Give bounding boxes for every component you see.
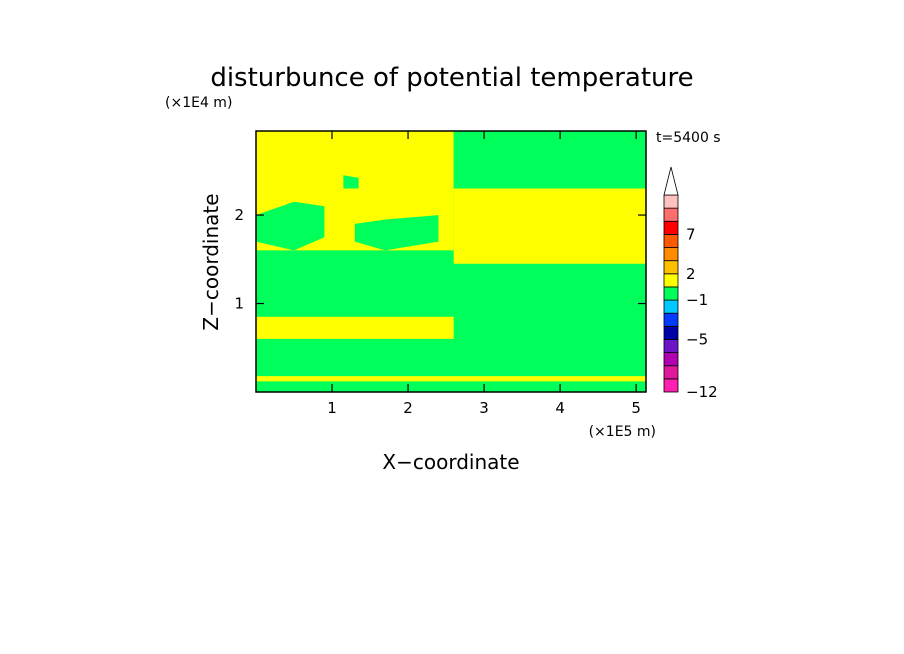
colorbar-level	[663, 286, 679, 301]
y-axis-label: Z−coordinate	[199, 193, 223, 330]
colorbar-level	[663, 273, 679, 288]
colorbar-level	[663, 260, 679, 275]
colorbar-level	[663, 352, 679, 367]
colorbar-level	[663, 233, 679, 248]
y-tick-label: 1	[234, 295, 244, 313]
colorbar-tick-label: −1	[686, 291, 708, 309]
colorbar-level	[663, 378, 679, 393]
contour-region-1	[453, 188, 646, 264]
colorbar-tick-label: −12	[686, 383, 718, 401]
plot-frame	[255, 130, 647, 393]
y-tick-label: 2	[234, 206, 244, 224]
contour-region-2	[256, 316, 454, 339]
y-axis: 12	[234, 206, 646, 313]
x-scale-label: (×1E5 m)	[589, 424, 656, 440]
contour-region-4	[256, 201, 325, 251]
contour-field	[256, 131, 646, 392]
colorbar-level	[663, 299, 679, 314]
colorbar-level	[663, 247, 679, 262]
colorbar-tick-label: 2	[686, 265, 696, 283]
x-tick-label: 1	[327, 399, 337, 417]
colorbar-level	[663, 207, 679, 222]
colorbar-level	[663, 365, 679, 380]
colorbar-level	[663, 220, 679, 235]
contour-region-8	[453, 131, 646, 189]
time-label: t=5400 s	[656, 130, 721, 146]
x-tick-label: 5	[631, 399, 641, 417]
contour-region-5	[354, 215, 439, 251]
x-tick-label: 4	[555, 399, 565, 417]
contour-region-3	[256, 376, 646, 382]
colorbar-level	[663, 312, 679, 327]
colorbar-level	[663, 325, 679, 340]
x-axis: 1 2 3 4 5	[327, 131, 641, 417]
contour-region-7	[343, 175, 359, 189]
x-tick-label: 2	[403, 399, 413, 417]
colorbar: −12−5−127	[663, 166, 718, 401]
colorbar-tick-label: 7	[686, 225, 696, 243]
colorbar-extend-arrow	[663, 166, 679, 196]
contour-region-6	[320, 250, 401, 282]
x-axis-label: X−coordinate	[382, 450, 519, 474]
chart-title: disturbunce of potential temperature	[210, 63, 693, 93]
colorbar-tick-label: −5	[686, 330, 708, 348]
x-tick-label: 3	[479, 399, 489, 417]
colorbar-level	[663, 339, 679, 354]
y-scale-label: (×1E4 m)	[165, 95, 232, 111]
colorbar-level	[663, 194, 679, 209]
